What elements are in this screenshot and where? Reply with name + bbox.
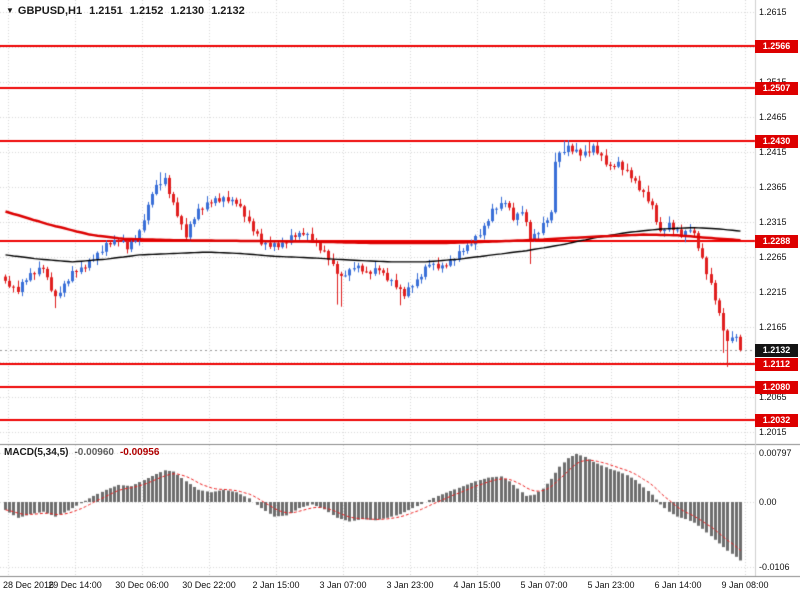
time-tick-label: 30 Dec 22:00 [182,580,236,590]
price-line-badge: 1.2566 [755,40,798,53]
time-tick-label: 6 Jan 14:00 [654,580,702,590]
ohlc-open: 1.2151 [89,5,123,17]
price-axis[interactable]: 1.26151.25151.24651.24151.23651.23151.22… [755,0,800,577]
time-tick-label: 5 Jan 07:00 [520,580,568,590]
time-axis[interactable]: 28 Dec 2016 29 Dec 14:00 30 Dec 06:00 30 De… [0,577,800,600]
macd-tick-label: 0.00797 [759,448,792,458]
price-line-badge: 1.2430 [755,135,798,148]
price-line-badge: 1.2080 [755,381,798,394]
price-tick-label: 1.2165 [759,322,787,332]
ohlc-high: 1.2152 [129,5,164,17]
symbol-label: GBPUSD,H1 [17,5,83,17]
price-tick-label: 1.2015 [759,427,787,437]
time-tick-label: 3 Jan 23:00 [386,580,434,590]
price-tick-label: 1.2415 [759,147,787,157]
ohlc-close: 1.2132 [211,5,245,17]
macd-tick-label: 0.00 [759,497,777,507]
price-line-badge: 1.2112 [755,358,798,371]
time-tick-label: 3 Jan 07:00 [319,580,367,590]
time-tick-label: 29 Dec 14:00 [48,580,102,590]
price-tick-label: 1.2615 [759,7,787,17]
macd-tick-label: -0.0106 [759,562,790,572]
macd-main-value: -0.00960 [74,447,114,458]
time-tick-label: 5 Jan 23:00 [587,580,635,590]
price-tick-label: 1.2315 [759,217,787,227]
time-tick-label: 30 Dec 06:00 [115,580,169,590]
price-line-badge: 1.2032 [755,414,798,427]
price-tick-label: 1.2065 [759,392,787,402]
price-tick-label: 1.2265 [759,252,787,262]
time-tick-label: 2 Jan 15:00 [252,580,300,590]
price-line-badge: 1.2507 [755,82,798,95]
price-tick-label: 1.2365 [759,182,787,192]
macd-signal-value: -0.00956 [119,447,160,458]
price-tick-label: 1.2465 [759,112,787,122]
ohlc-low: 1.2130 [170,5,205,17]
symbol-ohlc-overlay: ▼ GBPUSD,H1 1.2151 1.2152 1.2130 1.2132 [6,5,245,17]
macd-label: MACD(5,34,5) [4,447,69,458]
time-tick-label: 4 Jan 15:00 [453,580,501,590]
current-price-badge: 1.2132 [755,344,798,357]
macd-indicator-overlay: MACD(5,34,5) -0.00960 -0.00956 [4,447,159,458]
price-line-badge: 1.2288 [755,235,798,248]
time-tick-label: 9 Jan 08:00 [721,580,769,590]
time-tick-label: 28 Dec 2016 [3,580,55,590]
symbol-marker-icon: ▼ [6,6,14,15]
price-tick-label: 1.2215 [759,287,787,297]
